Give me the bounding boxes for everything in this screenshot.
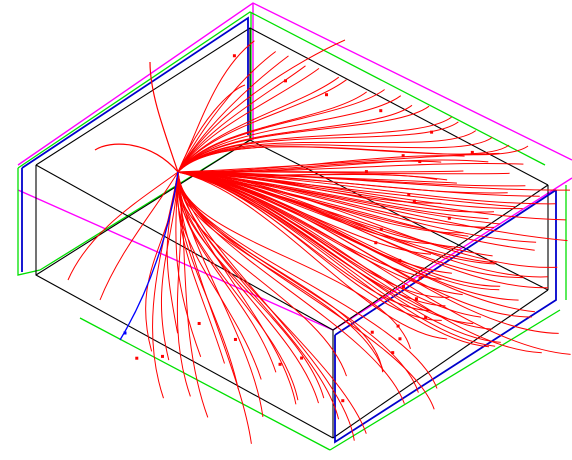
track-54	[177, 171, 448, 340]
track-hit-83	[160, 354, 164, 358]
box-edges	[35, 27, 549, 439]
track-hit-25	[379, 227, 383, 231]
track-64	[177, 67, 320, 173]
track-93	[177, 171, 319, 404]
track-63	[177, 65, 306, 173]
track-107	[149, 61, 179, 173]
track-hit-neg	[123, 331, 127, 335]
track-hit-89	[233, 337, 237, 341]
track-109	[99, 171, 179, 301]
track-hit-21	[447, 216, 451, 220]
track-hit-45	[414, 297, 418, 301]
track-hit-markers	[123, 54, 474, 403]
track-hit-64	[284, 79, 288, 83]
inner-frame-left	[17, 168, 41, 276]
track-61	[177, 51, 277, 173]
track-34	[177, 171, 558, 268]
track-68	[177, 89, 385, 173]
track-39	[177, 171, 549, 289]
track-hit-95	[300, 356, 304, 360]
box-mid-front	[35, 164, 334, 331]
track-69	[177, 95, 402, 173]
track-negative	[119, 171, 179, 341]
track-hit-41	[402, 285, 406, 289]
track-hit-80	[135, 356, 139, 360]
track-100	[177, 171, 384, 373]
end-plates	[21, 16, 557, 444]
track-58	[177, 171, 542, 354]
track-hit-29	[374, 241, 378, 245]
track-hit-49	[424, 315, 428, 319]
track-16	[177, 171, 516, 208]
track-15	[177, 171, 556, 205]
track-hit-70	[379, 109, 383, 113]
track-hit-86	[197, 321, 201, 325]
track-91	[177, 171, 297, 405]
track-96	[176, 171, 347, 377]
track-47	[177, 171, 535, 313]
track-53	[177, 171, 559, 334]
track-hit-1	[401, 154, 405, 158]
track-55	[177, 171, 501, 343]
box-rear-bottom	[35, 139, 251, 276]
track-hit-13	[407, 193, 411, 197]
particle-tracks	[67, 39, 571, 444]
end-plate-front-top	[334, 189, 557, 336]
inner-frame-bottom-right	[329, 309, 561, 451]
track-98	[177, 171, 367, 434]
outer-frame-front-top	[17, 189, 334, 331]
track-80	[160, 171, 179, 361]
track-hit-33	[398, 258, 402, 262]
track-88	[176, 171, 262, 380]
track-hit-92	[278, 362, 282, 366]
inner-frame-bottom-left	[79, 317, 331, 451]
track-106	[94, 143, 179, 173]
track-37	[177, 171, 548, 278]
track-6	[177, 171, 510, 175]
track-hit-5	[418, 160, 422, 164]
inner-frame	[17, 11, 567, 451]
track-hit-76	[470, 150, 474, 154]
track-22	[177, 171, 495, 228]
track-hit-101	[370, 330, 374, 334]
track-52	[177, 171, 493, 330]
track-111	[177, 39, 346, 173]
track-110	[177, 84, 246, 173]
track-94	[176, 171, 325, 399]
track-92	[176, 171, 299, 401]
box-mid-right	[332, 184, 549, 331]
track-hit-98	[341, 399, 345, 403]
track-hit-73	[430, 130, 434, 134]
end-plate-left	[21, 16, 249, 169]
track-hit-53	[396, 324, 400, 328]
track-66	[177, 79, 347, 173]
track-hit-104	[391, 351, 395, 355]
track-101	[177, 171, 405, 404]
box-front-right-bottom	[332, 289, 549, 439]
track-59	[177, 171, 571, 355]
track-hit-9	[364, 170, 368, 174]
track-hit-17	[412, 199, 416, 203]
track-hit-61	[232, 54, 236, 58]
track-hit-37	[418, 277, 422, 281]
track-57	[177, 171, 490, 348]
end-plate-front	[334, 190, 557, 444]
track-108	[67, 171, 179, 281]
track-20	[177, 171, 566, 221]
track-hit-67	[325, 93, 329, 97]
inner-frame-top	[17, 11, 546, 169]
track-71	[177, 105, 430, 173]
track-77	[177, 145, 529, 173]
track-105	[177, 171, 438, 389]
track-hit-57	[398, 337, 402, 341]
track-18	[177, 171, 495, 213]
